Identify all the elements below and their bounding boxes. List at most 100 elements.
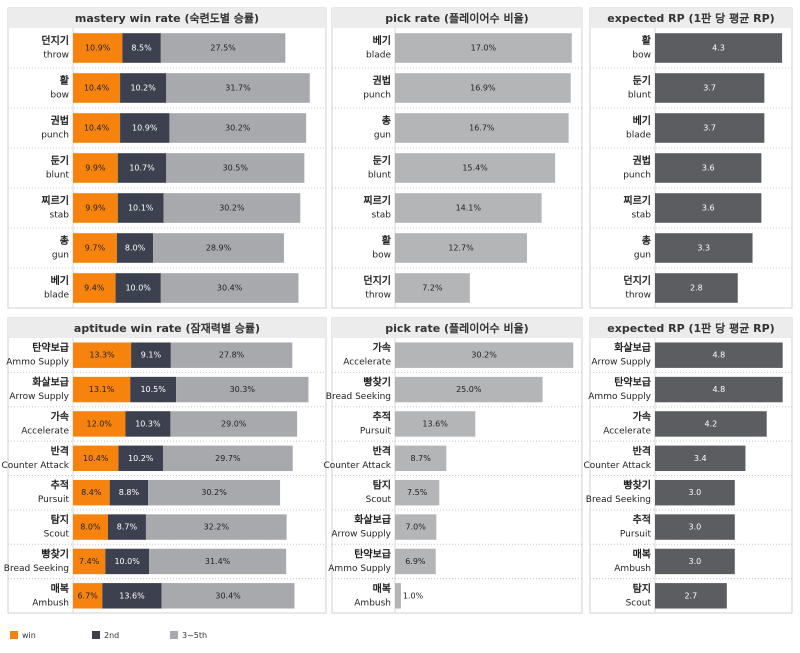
bar-segment (125, 411, 171, 437)
bar-label: 10.9% (85, 44, 111, 53)
bar-label: 17.0% (471, 44, 497, 53)
category-label-ko: 활 (60, 74, 70, 87)
bar-segment (153, 233, 284, 263)
bar-segment (117, 193, 164, 223)
category-label-en: Counter Attack (583, 461, 651, 471)
bar-segment (73, 342, 132, 368)
bar (655, 273, 738, 303)
bar-segment (73, 153, 118, 183)
category-label-en: Accelerate (603, 426, 651, 436)
category-label-en: Ambush (354, 598, 391, 608)
bar-segment (149, 548, 287, 575)
panel-title: mastery win rate (숙련도별 승률) (75, 11, 259, 25)
bar-segment (131, 342, 171, 368)
bar (395, 479, 440, 506)
bar-label: 30.2% (225, 124, 251, 133)
bar-label: 10.4% (83, 454, 109, 463)
category-label-en: throw (625, 291, 651, 301)
legend: win 2nd 3~5th (10, 631, 207, 640)
bar-label: 4.8 (712, 351, 725, 360)
bar (395, 583, 401, 609)
category-label-ko: 활 (382, 234, 392, 247)
category-label-en: Ammo Supply (6, 358, 69, 368)
bar-label: 10.7% (129, 164, 155, 173)
bar-label: 13.1% (89, 385, 115, 394)
category-label-ko: 탄약보급 (614, 376, 651, 389)
bar-label: 8.7% (117, 523, 138, 532)
category-label-en: throw (365, 291, 391, 301)
category-label-ko: 던지기 (623, 274, 651, 287)
category-label-en: Bread Seeking (4, 564, 69, 574)
category-label-ko: 가속 (51, 410, 69, 423)
legend-swatch (10, 631, 18, 639)
bar-label: 28.9% (206, 244, 232, 253)
category-label-en: throw (43, 51, 69, 61)
panel: mastery win rate (숙련도별 승률) 던지기 throw 10.9% 8… (7, 7, 327, 309)
bar-label: 10.4% (84, 84, 110, 93)
bar (395, 342, 574, 368)
category-label-en: Ambush (32, 598, 69, 608)
bar (395, 514, 437, 540)
bar (655, 342, 783, 368)
category-label-ko: 둔기 (51, 154, 69, 167)
category-label-en: blunt (46, 171, 70, 181)
bar (655, 548, 735, 575)
category-label-ko: 반격 (633, 444, 651, 457)
category-label-en: Pursuit (620, 530, 652, 540)
category-label-ko: 빵찾기 (623, 479, 651, 492)
category-label-en: Scout (626, 598, 652, 608)
panel: pick rate (플레이어수 비율) 가속 Accelerate 30.2% 빵찾기… (323, 317, 583, 614)
bar-segment (116, 233, 154, 263)
category-label-ko: 반격 (51, 444, 69, 457)
bar-label: 3.6 (702, 204, 715, 213)
panel: expected RP (1판 당 평균 RP) 화살보급 Arrow Supply… (583, 317, 793, 614)
legend-swatch (170, 631, 178, 639)
bar-label: 12.0% (86, 419, 112, 428)
bar-label: 25.0% (456, 385, 482, 394)
category-label-ko: 권법 (373, 74, 391, 87)
bar-label: 10.0% (114, 557, 140, 566)
bar-label: 30.2% (471, 351, 497, 360)
category-label-ko: 빵찾기 (41, 547, 69, 560)
bar-label: 3.4 (694, 454, 707, 463)
bar-label: 12.7% (448, 244, 474, 253)
legend-label: win (22, 631, 36, 640)
category-label-en: gun (634, 251, 651, 261)
panel-title-bar (332, 318, 582, 338)
bar-label: 30.4% (215, 591, 241, 600)
panel-title: aptitude win rate (잠재력별 승률) (74, 321, 260, 335)
bar-label: 16.7% (469, 124, 495, 133)
category-label-en: stab (632, 211, 652, 221)
category-label-en: blade (44, 291, 69, 301)
category-label-en: Scout (366, 495, 392, 505)
bar (395, 33, 572, 63)
category-label-ko: 가속 (373, 341, 391, 354)
bar-label: 6.9% (405, 557, 426, 566)
category-label-ko: 화살보급 (614, 341, 651, 354)
bar-label: 13.6% (119, 591, 145, 600)
category-label-en: Ammo Supply (328, 564, 391, 574)
legend-label: 3~5th (182, 631, 207, 640)
category-label-en: Bread Seeking (586, 495, 651, 505)
category-label-ko: 총 (642, 234, 651, 247)
bar (395, 376, 543, 403)
category-label-ko: 추적 (633, 513, 651, 526)
bar-label: 27.8% (219, 351, 245, 360)
category-label-ko: 탄약보급 (354, 547, 391, 560)
bar-label: 10.9% (132, 124, 158, 133)
bar-label: 8.7% (411, 454, 432, 463)
bar-label: 9.9% (85, 164, 106, 173)
category-label-en: gun (374, 131, 391, 141)
category-label-ko: 빵찾기 (363, 376, 391, 389)
bar-label: 16.9% (470, 84, 496, 93)
bar-segment (73, 33, 123, 63)
category-label-ko: 화살보급 (32, 376, 69, 389)
bar-label: 31.7% (225, 84, 251, 93)
bar-label: 6.7% (77, 591, 98, 600)
bar-segment (73, 445, 119, 472)
panel-title-bar (332, 8, 582, 28)
category-label-ko: 활 (642, 34, 652, 47)
bar-label: 30.2% (219, 204, 245, 213)
panel: expected RP (1판 당 평균 RP) 활 bow 4.3 둔기 blunt 3.… (589, 7, 793, 309)
